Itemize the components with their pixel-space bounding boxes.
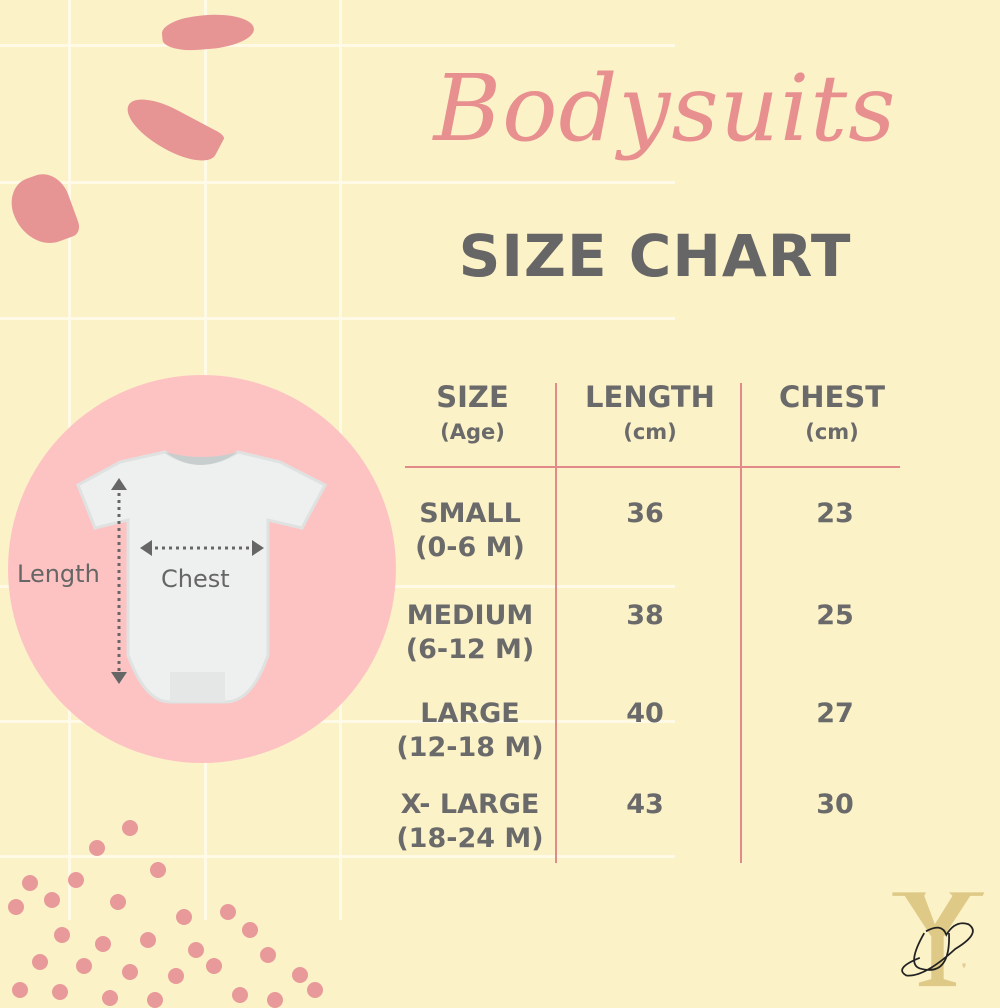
- header-sub: (cm): [805, 420, 859, 444]
- size-label: SMALL: [419, 498, 521, 529]
- grid-line: [0, 44, 675, 47]
- dot: [168, 968, 184, 984]
- dot: [267, 992, 283, 1008]
- age-label: (12-18 M): [396, 732, 544, 763]
- header-chest: CHEST (cm): [752, 380, 912, 444]
- length-value: 40: [626, 698, 664, 729]
- dot: [8, 899, 24, 915]
- dot: [68, 872, 84, 888]
- length-value: 38: [626, 600, 664, 631]
- dot: [89, 840, 105, 856]
- page-subtitle: SIZE CHART: [458, 222, 852, 290]
- dot: [140, 932, 156, 948]
- grid-line: [0, 181, 675, 184]
- dot: [44, 892, 60, 908]
- chest-value: 30: [816, 789, 854, 820]
- dot: [110, 894, 126, 910]
- dot: [102, 990, 118, 1006]
- dot: [176, 909, 192, 925]
- dot: [232, 987, 248, 1003]
- table-header-divider: [405, 466, 900, 468]
- header-length: LENGTH (cm): [570, 380, 730, 444]
- dot: [307, 982, 323, 998]
- dot: [147, 992, 163, 1008]
- dot: [32, 954, 48, 970]
- size-label: MEDIUM: [406, 600, 534, 631]
- bodysuit-illustration: [76, 450, 328, 704]
- dot: [242, 922, 258, 938]
- grid-line: [0, 317, 675, 320]
- size-label: LARGE: [420, 698, 520, 729]
- chest-value: 25: [816, 600, 854, 631]
- brand-logo: [892, 892, 985, 987]
- size-label: X- LARGE: [400, 789, 540, 820]
- chest-value: 23: [816, 498, 854, 529]
- dot: [76, 958, 92, 974]
- age-label: (6-12 M): [405, 634, 535, 665]
- dot: [95, 936, 111, 952]
- length-label: Length: [17, 560, 100, 588]
- age-label: (0-6 M): [415, 532, 525, 563]
- dot: [12, 982, 28, 998]
- petal-decoration: [118, 88, 226, 172]
- table-column-divider: [740, 383, 742, 863]
- dot: [292, 967, 308, 983]
- grid-line: [0, 855, 675, 858]
- chest-arrow-icon: [140, 540, 264, 556]
- page-title: Bodysuits: [433, 55, 897, 162]
- dot: [122, 964, 138, 980]
- dot: [52, 984, 68, 1000]
- chest-label: Chest: [161, 565, 230, 593]
- dot: [22, 875, 38, 891]
- dot: [206, 958, 222, 974]
- header-main: LENGTH: [585, 380, 715, 414]
- dot: [122, 820, 138, 836]
- length-value: 43: [626, 789, 664, 820]
- length-value: 36: [626, 498, 664, 529]
- header-main: CHEST: [778, 380, 886, 414]
- chest-value: 27: [816, 698, 854, 729]
- dot: [54, 927, 70, 943]
- table-column-divider: [555, 383, 557, 863]
- header-size: SIZE (Age): [395, 380, 550, 444]
- header-sub: (cm): [623, 420, 677, 444]
- dot: [188, 942, 204, 958]
- length-arrow-icon: [111, 478, 127, 684]
- header-main: SIZE: [436, 380, 509, 414]
- dot: [150, 862, 166, 878]
- dot: [220, 904, 236, 920]
- grid-line: [0, 720, 675, 723]
- header-sub: (Age): [440, 420, 505, 444]
- dot: [260, 947, 276, 963]
- age-label: (18-24 M): [396, 823, 544, 854]
